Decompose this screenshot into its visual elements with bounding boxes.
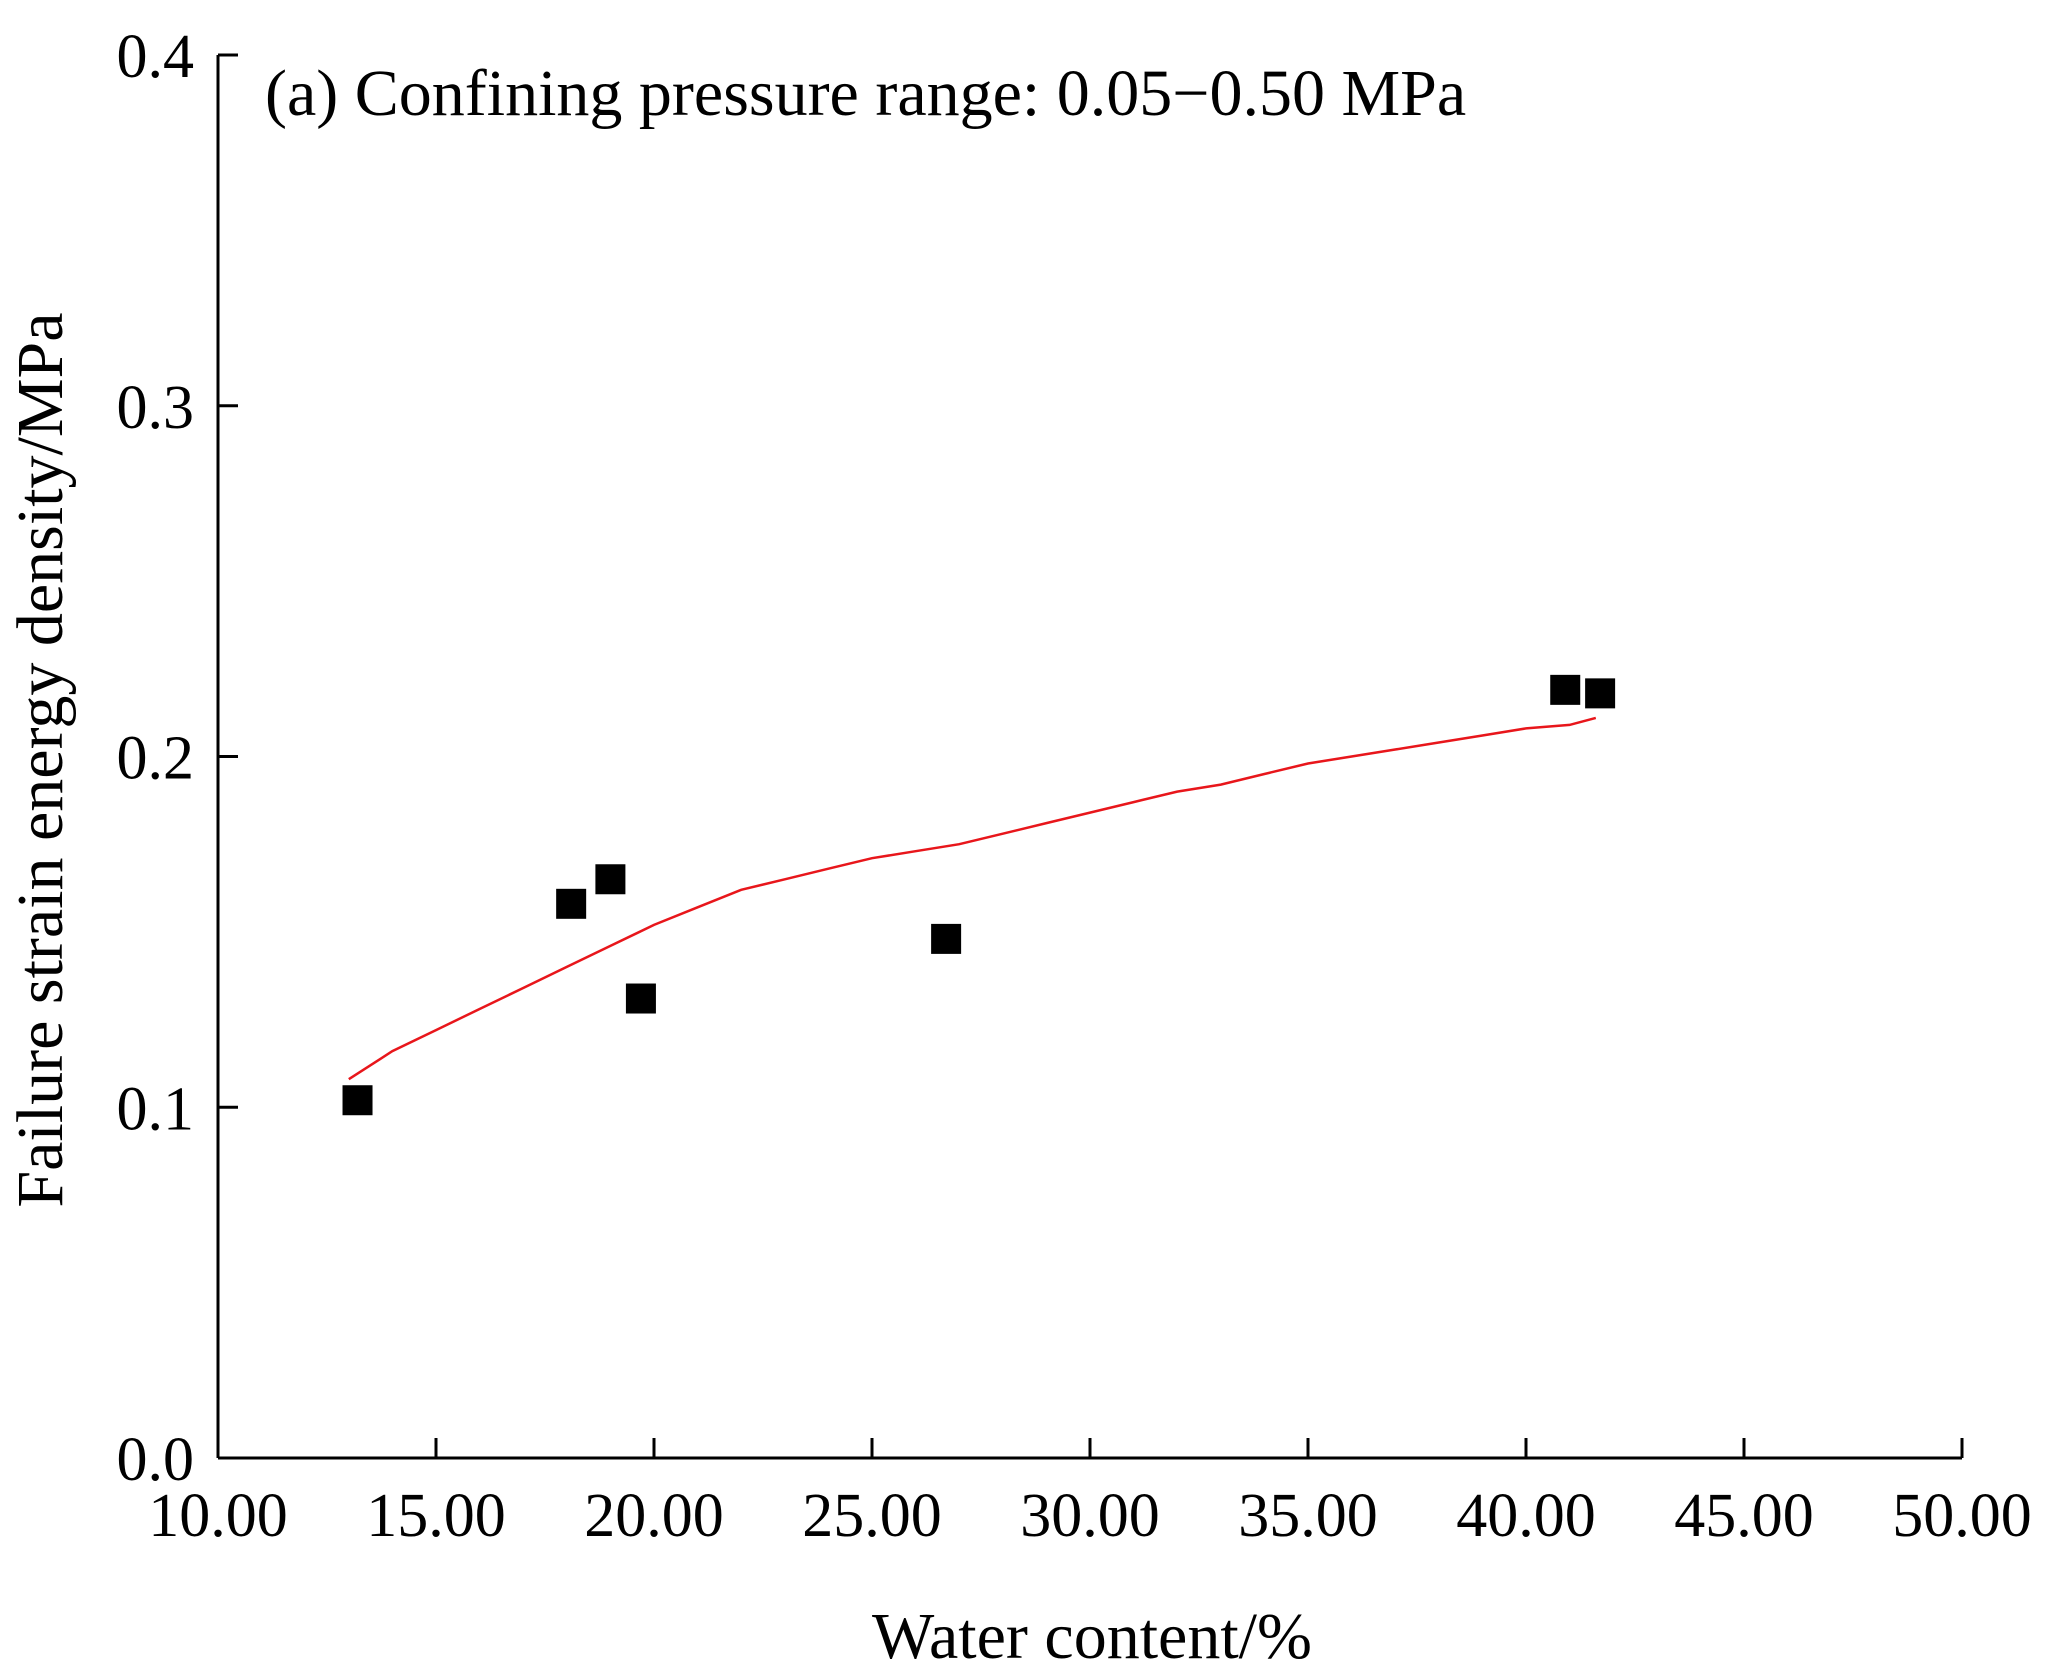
x-tick-label: 50.00	[1892, 1482, 2032, 1550]
data-point	[1585, 678, 1616, 709]
data-point	[556, 888, 587, 919]
ticks: 10.00 15.00 20.00 25.00 30.00 35.00 40.00 45.00…	[117, 23, 2032, 1550]
data-point	[625, 983, 656, 1014]
y-axis-title: Failure strain energy density/MPa	[4, 312, 77, 1207]
data-point	[595, 864, 626, 895]
y-tick-label: 0.0	[117, 1426, 195, 1494]
y-tick-label: 0.2	[117, 725, 195, 793]
fit-curve	[348, 716, 1597, 1081]
chart-title: (a) Confining pressure range: 0.05−0.50 …	[265, 57, 1466, 130]
axes	[216, 55, 1962, 1460]
data-point	[342, 1085, 373, 1116]
x-tick-label: 45.00	[1674, 1482, 1814, 1550]
x-tick-label: 10.00	[148, 1482, 288, 1550]
data-point	[1550, 674, 1581, 705]
y-tick-label: 0.4	[117, 23, 195, 91]
x-tick-label: 40.00	[1456, 1482, 1596, 1550]
x-tick-label: 30.00	[1020, 1482, 1160, 1550]
data-point	[931, 923, 962, 954]
x-tick-label: 15.00	[366, 1482, 506, 1550]
x-tick-label: 25.00	[802, 1482, 942, 1550]
x-tick-label: 20.00	[584, 1482, 724, 1550]
y-tick-label: 0.3	[117, 374, 195, 442]
y-tick-label: 0.1	[117, 1075, 195, 1143]
x-axis-title: Water content/%	[872, 1600, 1312, 1673]
x-tick-label: 35.00	[1238, 1482, 1378, 1550]
plot-area	[342, 674, 1616, 1116]
